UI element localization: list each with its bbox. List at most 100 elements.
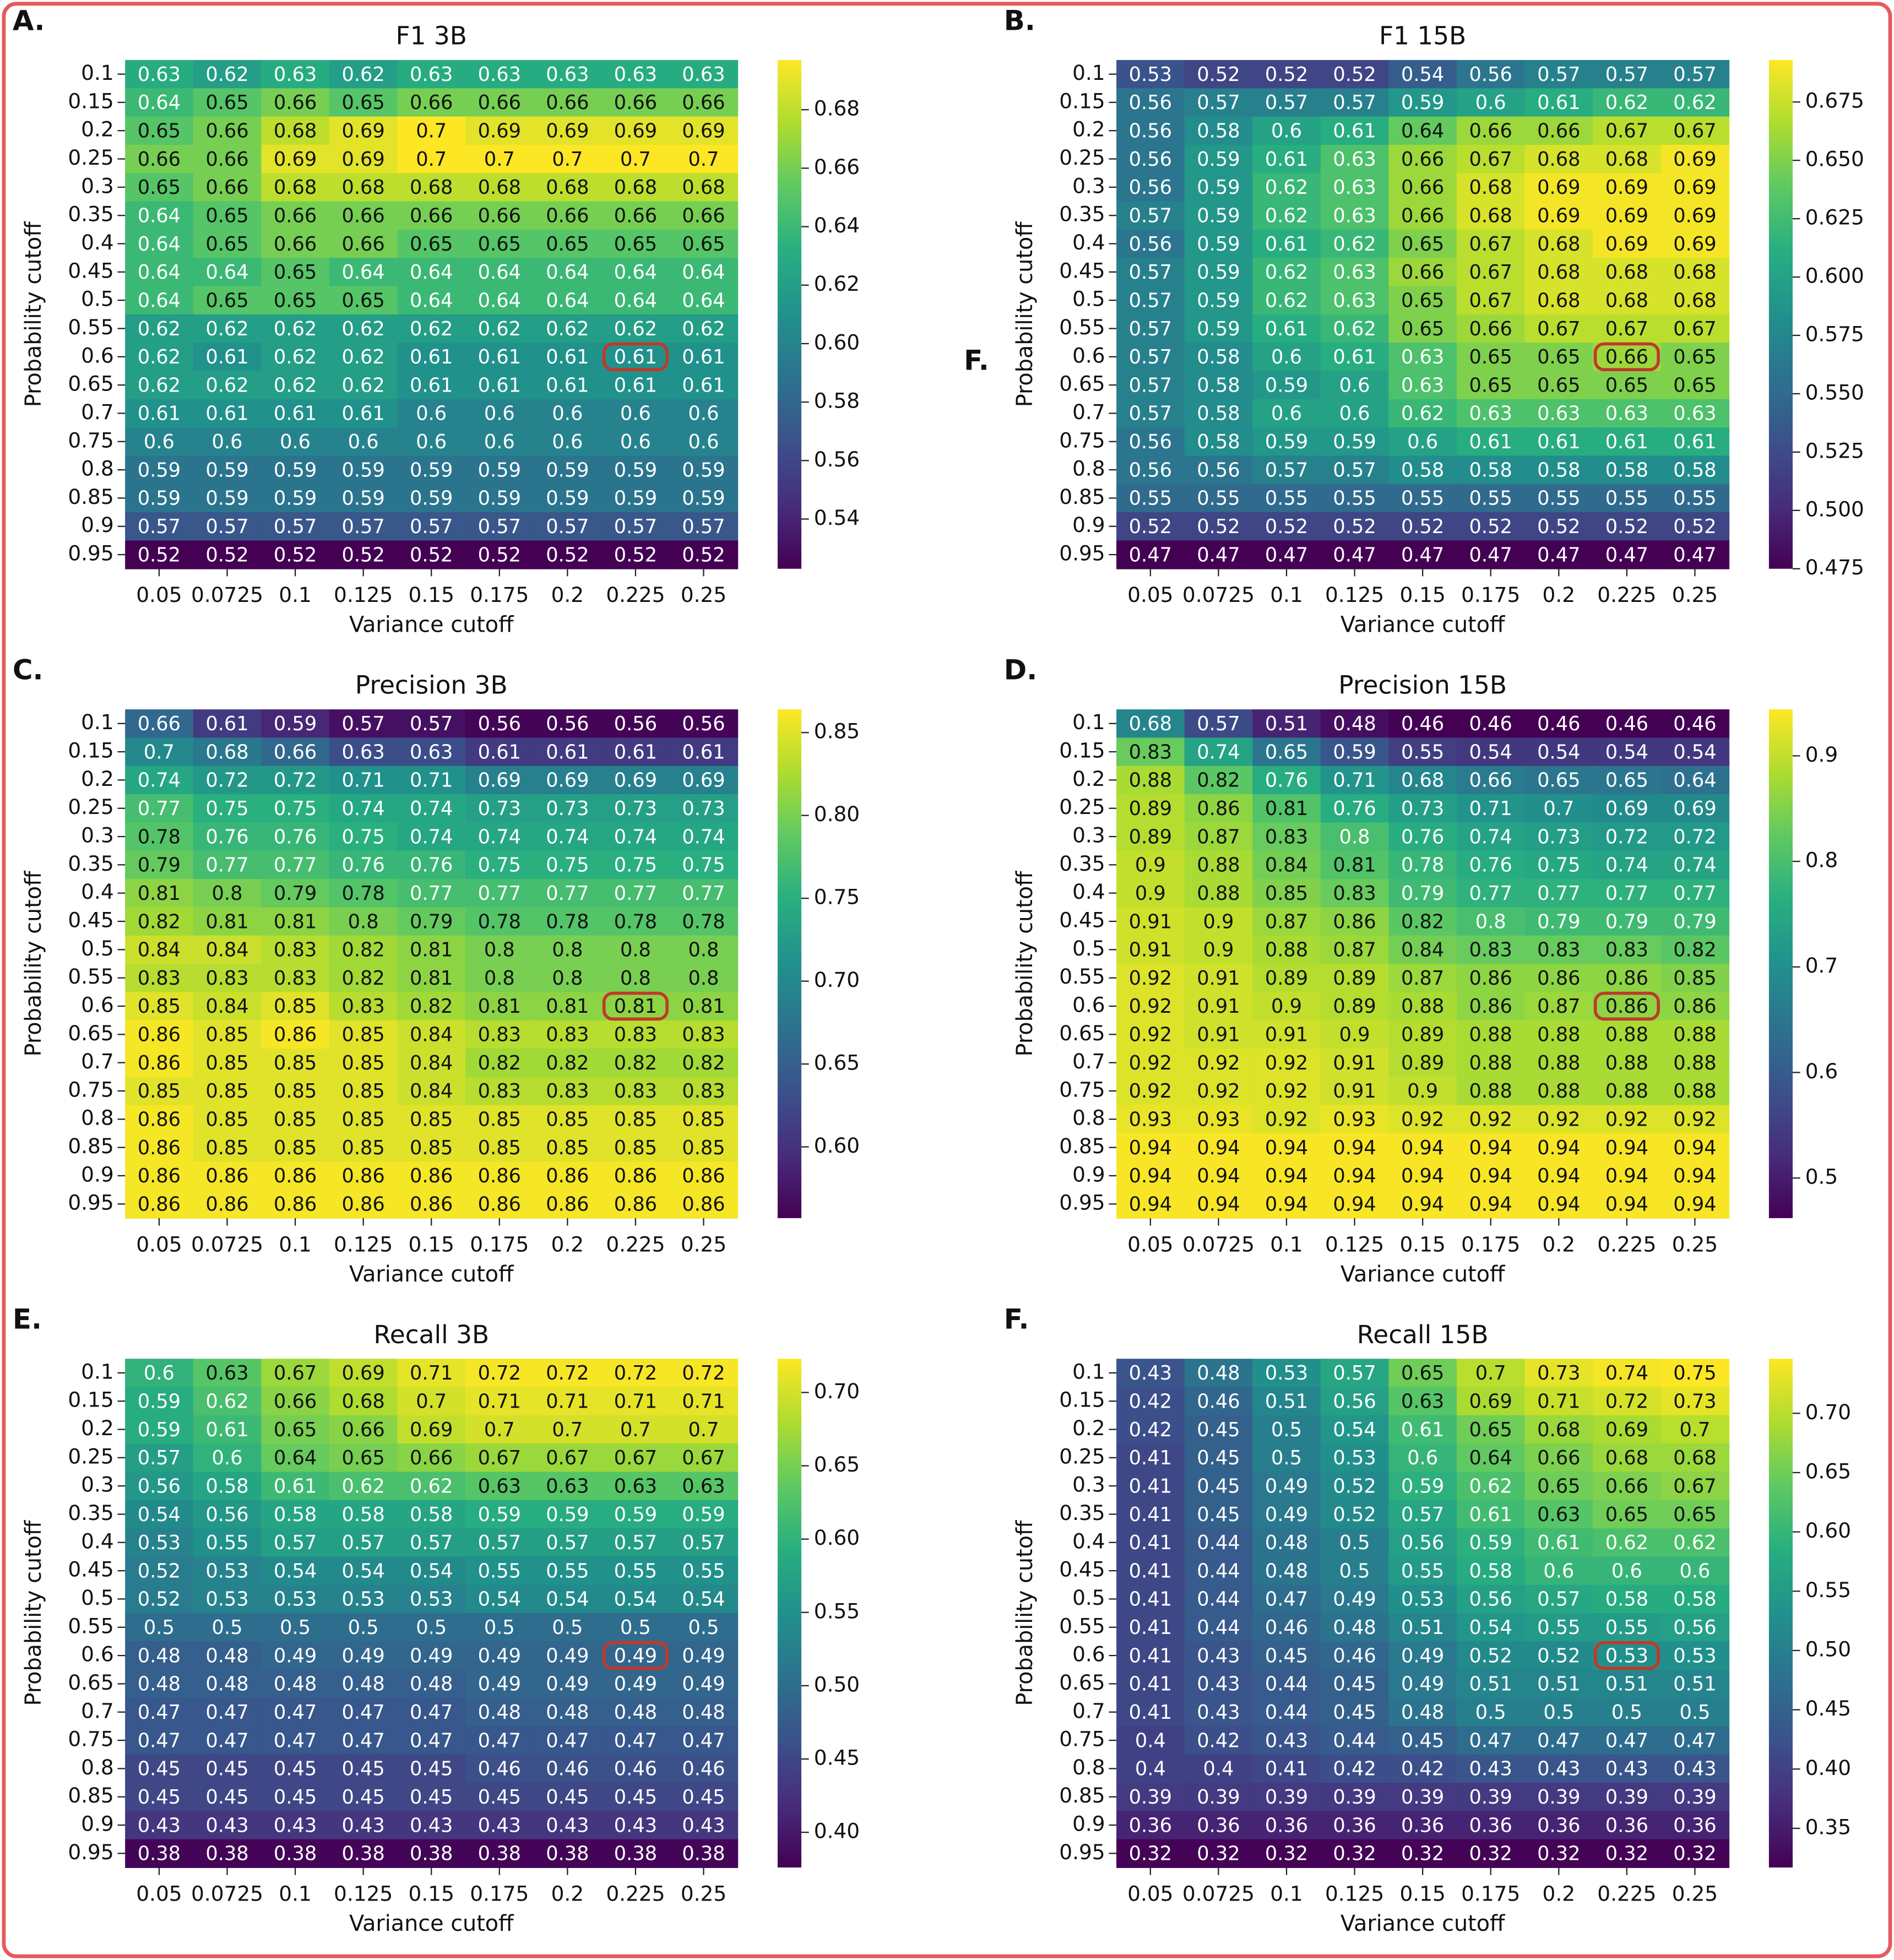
cell-label: 0.61 [546,346,589,368]
heatmap-cell [1252,258,1321,287]
cell-label: 0.8 [348,910,379,933]
cell-label: 0.41 [1265,1758,1308,1780]
cell-label: 0.57 [1333,91,1376,114]
heatmap-cell [669,992,739,1021]
colorbar-tick-label: 0.75 [814,885,860,909]
heatmap-cell [1184,709,1253,739]
heatmap-cell [1456,709,1526,739]
heatmap-cell [1593,59,1662,89]
cell-label: 0.79 [1673,910,1716,933]
cell-label: 0.66 [205,148,248,171]
heatmap-cell [125,229,194,259]
heatmap-cell [669,1556,739,1586]
heatmap-cell [1252,765,1321,795]
cell-label: 0.6 [552,431,583,453]
cell-label: 0.54 [1673,741,1716,763]
cell-label: 0.63 [1537,403,1580,425]
cell-label: 0.92 [1469,1109,1512,1131]
heatmap-cell [261,1415,330,1445]
heatmap-cell [1320,737,1390,767]
cell-label: 0.84 [1401,939,1444,962]
heatmap-cell [1388,1415,1457,1445]
cell-label: 0.48 [682,1701,725,1724]
heatmap-cell [1388,427,1457,457]
cell-label: 0.67 [1673,1475,1716,1497]
heatmap-cell [261,992,330,1021]
heatmap-cell [601,1105,670,1134]
heatmap-cell [1252,201,1321,230]
cell-label: 0.86 [341,1193,384,1216]
cell-label: 0.87 [1265,910,1308,933]
heatmap-cell [1252,371,1321,400]
heatmap-cell [533,1472,603,1501]
y-tick-label: 0.7 [81,400,114,424]
cell-label: 0.88 [1469,1024,1512,1046]
heatmap-cell [669,371,739,400]
cell-label: 0.65 [205,289,248,312]
heatmap-cell [397,765,466,795]
x-tick-label: 0.1 [279,583,312,607]
cell-label: 0.63 [1401,346,1444,368]
highlight-box [1593,1641,1660,1670]
cell-label: 0.76 [274,826,317,848]
heatmap-cell [193,1387,262,1416]
cell-label: 0.86 [1673,995,1716,1018]
heatmap-cell [1116,371,1185,400]
heatmap-cell [1660,371,1730,400]
cell-label: 0.47 [410,1701,453,1724]
cell-label: 0.72 [478,1362,521,1385]
cell-label: 0.68 [274,176,317,199]
heatmap-cell [193,907,262,936]
heatmap-cell [125,1359,194,1388]
heatmap-cell [1320,173,1390,202]
cell-label: 0.48 [614,1701,657,1724]
heatmap-cell [1116,1556,1185,1586]
colorbar-tick-label: 0.60 [814,330,860,354]
cell-label: 0.64 [138,289,181,312]
cell-label: 0.81 [138,882,181,905]
heatmap-cell [1388,1641,1457,1670]
cell-label: 0.92 [1605,1109,1648,1131]
y-tick-label: 0.95 [68,1840,113,1864]
cell-label: 0.57 [614,515,657,538]
colorbar-tick-label: 0.70 [814,968,860,992]
colorbar-tick-label: 0.525 [1805,438,1864,463]
cell-label: 0.45 [274,1758,317,1780]
heatmap-cell [1184,1556,1253,1586]
heatmap-cell [397,879,466,908]
heatmap-cell [669,1669,739,1699]
cell-label: 0.77 [478,882,521,905]
heatmap-cell [261,935,330,964]
heatmap-cell [465,1105,534,1134]
heatmap-cell [1184,850,1253,879]
cell-label: 0.73 [1673,1390,1716,1413]
cell-label: 0.94 [1537,1137,1580,1159]
cell-label: 0.58 [1605,459,1648,481]
heatmap-cell [1524,794,1593,823]
heatmap-cell [193,794,262,823]
cell-label: 0.68 [1673,1447,1716,1469]
cell-label: 0.6 [280,431,311,453]
heatmap-cell [397,371,466,400]
heatmap-cell [1116,822,1185,851]
heatmap-cell [329,907,398,936]
heatmap-cell [465,144,534,174]
cell-label: 0.63 [1333,289,1376,312]
heatmap-cell [329,1190,398,1219]
heatmap-cell [1252,1811,1321,1840]
cell-label: 0.65 [341,289,384,312]
heatmap-cell [1320,88,1390,117]
heatmap-cell [329,1472,398,1501]
cell-label: 0.46 [614,1758,657,1780]
heatmap-cell [533,1698,603,1727]
cell-label: 0.8 [552,939,583,962]
heatmap-cell [397,1500,466,1529]
cell-label: 0.66 [614,204,657,227]
cell-label: 0.46 [682,1758,725,1780]
cell-label: 0.74 [138,769,181,792]
cell-label: 0.52 [138,544,181,566]
cell-label: 0.74 [614,826,657,848]
cell-label: 0.73 [1537,826,1580,848]
cell-label: 0.67 [1673,120,1716,143]
cell-label: 0.55 [1605,487,1648,510]
